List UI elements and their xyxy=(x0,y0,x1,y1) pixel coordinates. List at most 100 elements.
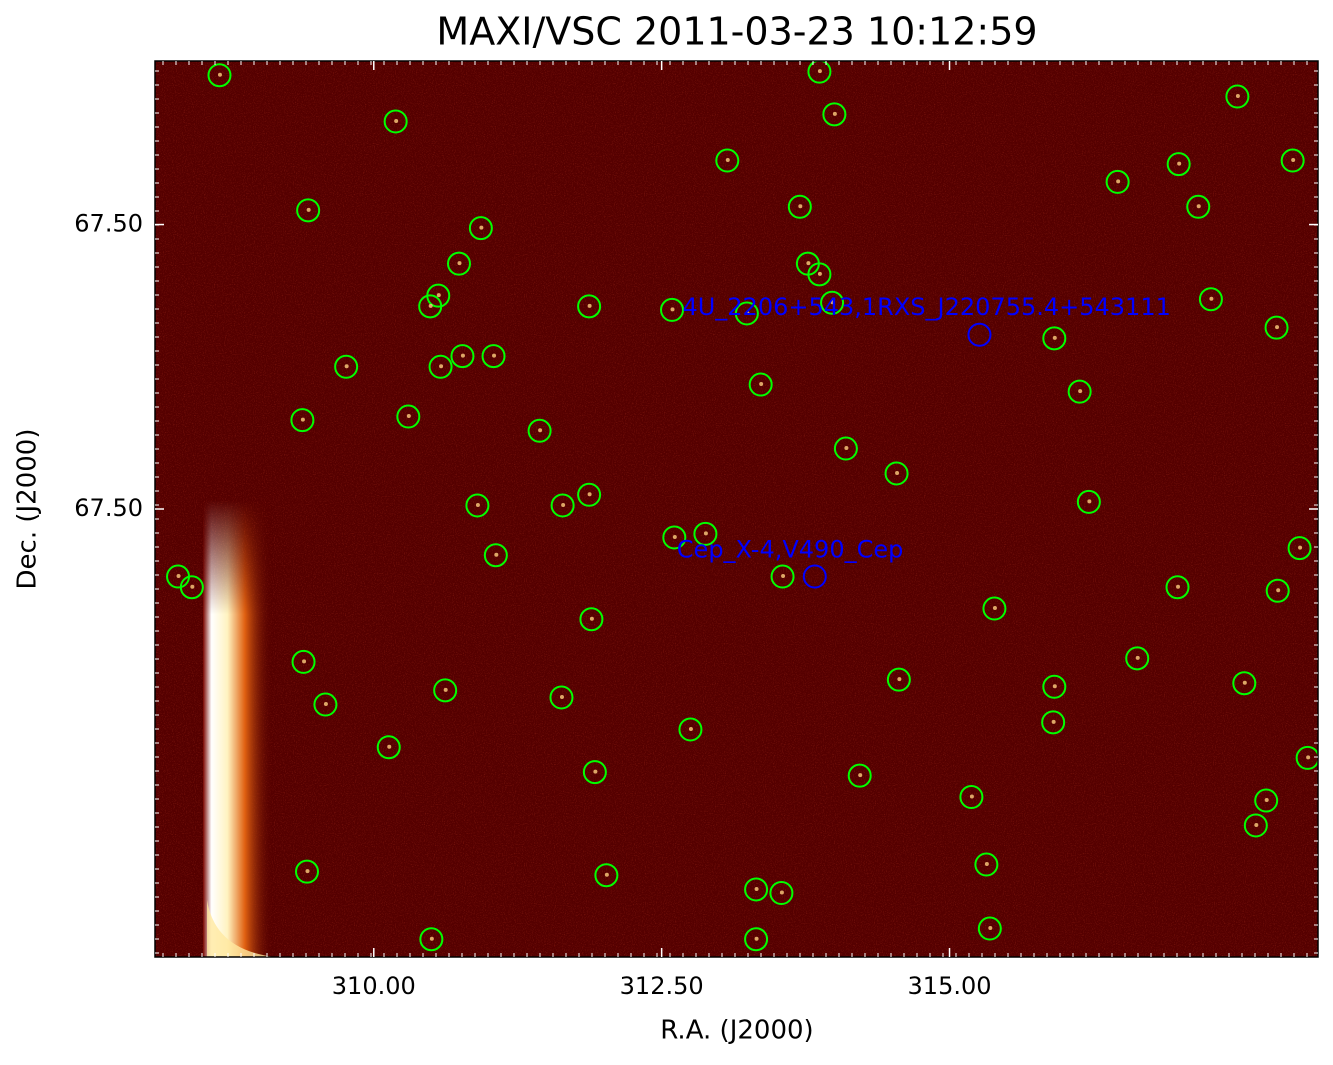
source-circle xyxy=(1105,169,1130,194)
source-circle xyxy=(1042,326,1067,351)
source-circle xyxy=(807,262,832,287)
source-dot xyxy=(1078,389,1083,394)
source-circle xyxy=(886,667,911,692)
source-circle xyxy=(483,543,508,568)
source-dot xyxy=(688,726,693,731)
source-dot xyxy=(1264,798,1269,803)
source-circle xyxy=(769,881,794,905)
source-dot xyxy=(672,534,677,539)
source-dot xyxy=(1135,655,1140,660)
source-dot xyxy=(323,702,328,707)
source-circle xyxy=(715,148,740,173)
source-circle xyxy=(820,290,845,315)
source-circle xyxy=(1042,674,1067,699)
source-dot xyxy=(969,794,974,799)
source-dot xyxy=(587,303,592,308)
source-dot xyxy=(538,428,543,433)
source-circle xyxy=(1265,578,1290,603)
source-circle xyxy=(1280,148,1305,173)
source-circle xyxy=(396,404,421,429)
source-circle xyxy=(744,927,769,952)
source-dot xyxy=(428,303,433,308)
source-circle xyxy=(179,575,204,600)
source-circle xyxy=(833,436,858,461)
source-circle xyxy=(660,297,685,322)
source-dot xyxy=(1052,684,1057,689)
source-circle xyxy=(446,251,471,276)
source-dot xyxy=(190,584,195,589)
source-dot xyxy=(494,552,499,557)
source-dot xyxy=(844,446,849,451)
source-dot xyxy=(587,492,592,497)
source-circle xyxy=(982,596,1007,621)
source-circle xyxy=(582,760,607,785)
source-circle xyxy=(884,461,909,486)
source-dot xyxy=(460,353,465,358)
source-circle xyxy=(1041,710,1066,735)
source-dot xyxy=(817,69,822,74)
source-dot xyxy=(406,414,411,419)
source-dot xyxy=(176,574,181,579)
source-circle xyxy=(313,692,338,717)
source-dot xyxy=(779,890,784,895)
source-circle xyxy=(418,294,443,319)
source-circle xyxy=(1198,287,1223,312)
source-dot xyxy=(305,869,310,874)
source-dot xyxy=(817,271,822,276)
annotation: 4U_2206+543,1RXS_J220755.4+543111 xyxy=(682,293,1170,321)
source-circle xyxy=(734,301,759,326)
source-circle xyxy=(334,354,359,379)
source-dot xyxy=(1209,296,1214,301)
source-dot xyxy=(1116,179,1121,184)
source-dot xyxy=(1087,499,1092,504)
source-circle xyxy=(465,493,490,518)
source-circle xyxy=(376,735,401,760)
source-dot xyxy=(984,862,989,867)
source-dot xyxy=(589,616,594,621)
source-dot xyxy=(754,936,759,941)
source-dot xyxy=(344,364,349,369)
source-dot xyxy=(387,744,392,749)
source-circle xyxy=(1125,646,1150,671)
x-tick-label: 310.00 xyxy=(332,972,416,1000)
source-dot xyxy=(1298,545,1303,550)
y-axis-label: Dec. (J2000) xyxy=(13,429,43,590)
source-circle xyxy=(1232,671,1257,696)
chart-title: MAXI/VSC 2011-03-23 10:12:59 xyxy=(436,10,1037,54)
source-circle xyxy=(294,859,319,884)
source-circle xyxy=(291,649,316,674)
source-circle xyxy=(959,785,984,809)
source-dot xyxy=(759,382,764,387)
source-circle xyxy=(1295,745,1318,770)
source-circle xyxy=(744,877,769,902)
source-circle xyxy=(1287,536,1312,561)
source-circle xyxy=(1166,152,1191,177)
source-dot xyxy=(745,310,750,315)
source-circle xyxy=(296,198,321,223)
source-dot xyxy=(1052,335,1057,340)
source-dot xyxy=(1254,822,1259,827)
source-dot xyxy=(832,111,837,116)
source-circle xyxy=(1076,489,1101,514)
source-circle xyxy=(770,564,795,589)
source-circle xyxy=(527,418,552,443)
source-dot xyxy=(798,204,803,209)
x-axis-label: R.A. (J2000) xyxy=(660,1016,813,1046)
source-dot xyxy=(725,158,730,163)
source-circle xyxy=(577,294,602,319)
source-circle xyxy=(419,927,444,952)
source-circle xyxy=(974,852,999,877)
source-circle xyxy=(977,916,1002,941)
source-dot xyxy=(897,677,902,682)
source-dot xyxy=(593,769,598,774)
x-tick-label: 315.00 xyxy=(908,972,992,1000)
source-dot xyxy=(302,659,307,664)
source-dot xyxy=(988,926,993,931)
source-circle xyxy=(1067,379,1092,404)
x-tick-label: 312.50 xyxy=(620,972,704,1000)
source-dot xyxy=(217,72,222,77)
source-circle xyxy=(748,372,773,397)
source-circle xyxy=(433,678,458,703)
source-circle xyxy=(549,685,574,710)
source-circle xyxy=(1254,788,1279,813)
